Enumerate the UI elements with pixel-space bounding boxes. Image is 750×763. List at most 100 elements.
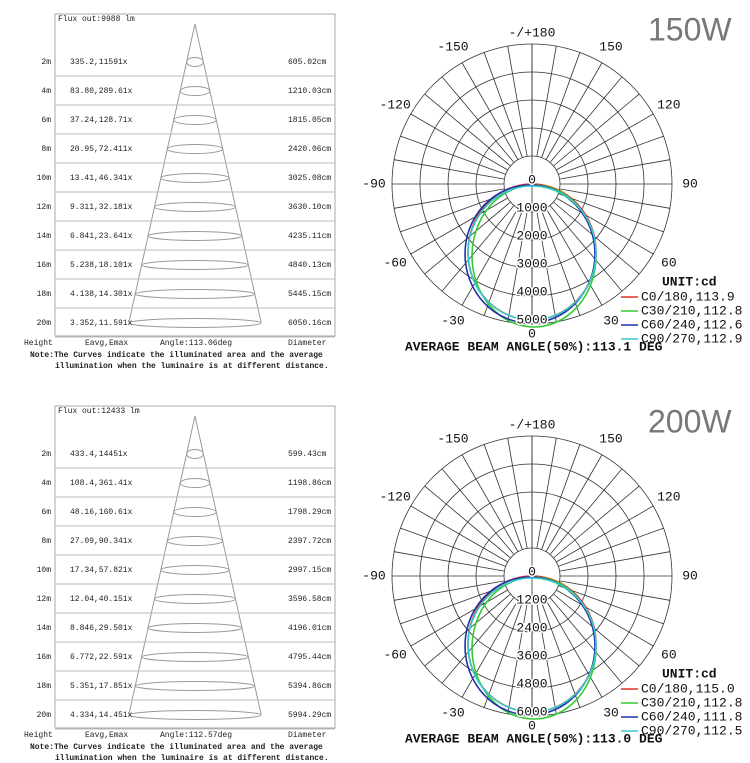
- eavg: 37.24,128.71x: [70, 116, 133, 125]
- eavg: 13.41,46.341x: [70, 174, 133, 183]
- angle-label: 120: [657, 97, 680, 112]
- beam-ellipse: [153, 594, 237, 604]
- note: Note:The Curves indicate the illuminated…: [30, 351, 323, 360]
- eavg: 6.841,23.641x: [70, 232, 133, 241]
- height: 8m: [41, 537, 51, 546]
- eavg: 27.09,90.341x: [70, 537, 133, 546]
- radial-label: 0: [528, 564, 536, 579]
- cone-edge: [194, 23, 262, 323]
- eavg: 83.80,289.61x: [70, 87, 133, 96]
- beam-ellipse: [179, 86, 211, 96]
- eavg: 8.846,29.501x: [70, 624, 133, 633]
- beam-ellipse: [173, 507, 217, 517]
- radial-label: 4000: [516, 284, 547, 299]
- intensity-curve: [464, 184, 596, 324]
- diameter: 1798.29cm: [288, 508, 331, 517]
- intensity-curve: [467, 185, 597, 321]
- note: illumination when the luminaire is at di…: [55, 362, 329, 371]
- angle-label: 150: [599, 40, 622, 55]
- cone-edge: [128, 23, 196, 323]
- angle-label: 90: [682, 568, 698, 583]
- angle-label: -90: [362, 568, 385, 583]
- angle-label: -120: [380, 97, 411, 112]
- eavg: 20.95,72.411x: [70, 145, 133, 154]
- diameter: 3596.58cm: [288, 595, 331, 604]
- diameter: 1210.03cm: [288, 87, 331, 96]
- height: 20m: [37, 319, 52, 328]
- eavg: 48.16,160.61x: [70, 508, 133, 517]
- diameter: 4840.13cm: [288, 261, 331, 270]
- diameter: 2420.06cm: [288, 145, 331, 154]
- footer: Diameter: [288, 339, 327, 348]
- eavg: 3.352,11.591x: [70, 319, 133, 328]
- radial-label: 1000: [516, 200, 547, 215]
- legend-label: C0/180,113.9: [641, 289, 735, 304]
- height: 2m: [41, 58, 51, 67]
- beam-ellipse: [186, 449, 204, 459]
- eavg: 9.311,32.181x: [70, 203, 133, 212]
- cone-edge: [194, 415, 262, 715]
- radial-label: 2000: [516, 228, 547, 243]
- angle-label: -60: [383, 255, 406, 270]
- wattage: 200W: [648, 403, 732, 439]
- beam-ellipse: [186, 57, 204, 67]
- height: 6m: [41, 508, 51, 517]
- angle-label: -60: [383, 647, 406, 662]
- eavg: 108.4,361.41x: [70, 479, 133, 488]
- legend-label: C0/180,115.0: [641, 681, 735, 696]
- diameter: 599.43cm: [288, 450, 327, 459]
- angle-label: -30: [441, 705, 464, 720]
- height: 10m: [37, 174, 52, 183]
- beam-ellipse: [147, 231, 243, 241]
- diameter: 5994.29cm: [288, 711, 331, 720]
- beam-ellipse: [160, 565, 230, 575]
- eavg: 433.4,14451x: [70, 450, 128, 459]
- angle-label: 60: [661, 647, 677, 662]
- cone-edge: [128, 415, 196, 715]
- diameter: 1198.86cm: [288, 479, 331, 488]
- eavg: 4.138,14.301x: [70, 290, 133, 299]
- angle-label: -150: [437, 40, 468, 55]
- height: 16m: [37, 653, 52, 662]
- eavg: 6.772,22.591x: [70, 653, 133, 662]
- height: 8m: [41, 145, 51, 154]
- diameter: 6050.16cm: [288, 319, 331, 328]
- diameter: 5445.15cm: [288, 290, 331, 299]
- eavg: 12.04,40.151x: [70, 595, 133, 604]
- beam-ellipse: [160, 173, 230, 183]
- note: Note:The Curves indicate the illuminated…: [30, 743, 323, 752]
- diameter: 4795.44cm: [288, 653, 331, 662]
- height: 12m: [37, 595, 52, 604]
- radial-label: 0: [528, 172, 536, 187]
- diameter: 2397.72cm: [288, 537, 331, 546]
- radial-label: 1200: [516, 592, 547, 607]
- radial-label: 3600: [516, 648, 547, 663]
- wattage: 150W: [648, 11, 732, 47]
- beam-ellipse: [141, 652, 249, 662]
- angle-label: 90: [682, 176, 698, 191]
- table-box: [54, 13, 336, 337]
- angle-label: 120: [657, 489, 680, 504]
- footer: Diameter: [288, 731, 327, 740]
- footer: Height: [24, 731, 53, 740]
- angle-label: 0: [528, 326, 536, 341]
- angle-label: -150: [437, 432, 468, 447]
- height: 20m: [37, 711, 52, 720]
- diameter: 5394.86cm: [288, 682, 331, 691]
- eavg: 5.351,17.851x: [70, 682, 133, 691]
- beam-ellipse: [166, 536, 224, 546]
- legend-label: C60/240,111.8: [641, 709, 742, 724]
- diameter: 4235.11cm: [288, 232, 331, 241]
- legend-label: C60/240,112.6: [641, 317, 742, 332]
- eavg: 5.238,18.101x: [70, 261, 133, 270]
- radial-label: 3000: [516, 256, 547, 271]
- legend-label: C30/210,112.8: [641, 695, 742, 710]
- footer: Height: [24, 339, 53, 348]
- intensity-curve: [467, 577, 597, 713]
- angle-label: 30: [603, 313, 619, 328]
- beam-ellipse: [134, 681, 256, 691]
- height: 6m: [41, 116, 51, 125]
- diameter: 605.02cm: [288, 58, 327, 67]
- angle-label: 150: [599, 432, 622, 447]
